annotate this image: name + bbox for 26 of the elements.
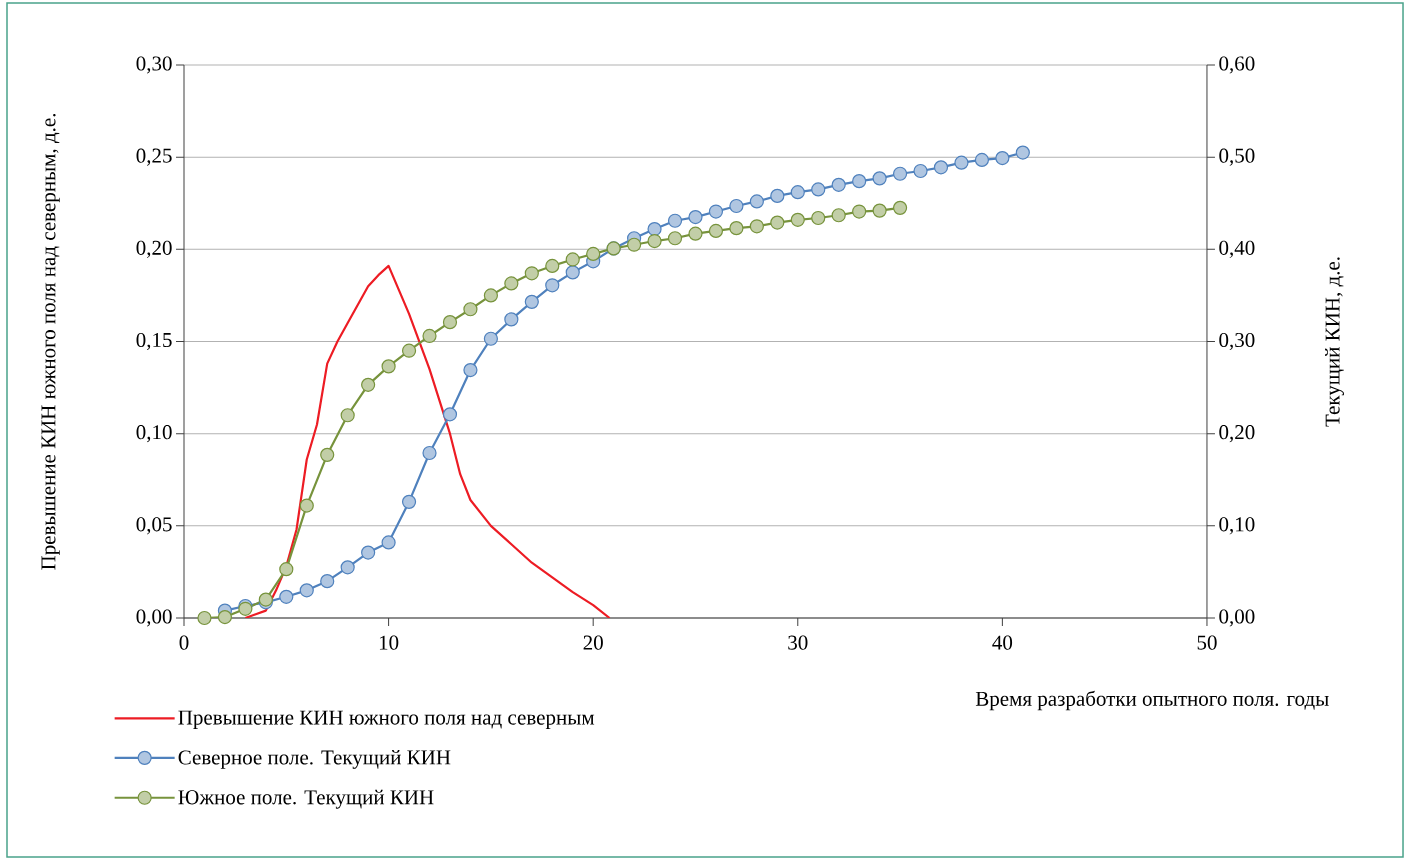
- y-axis-title: Превышение КИН южного поля над северным, д.е.: [41, 113, 60, 570]
- x-tick-label: 40: [992, 635, 1013, 650]
- y2-tick-label: 0,10: [1219, 517, 1255, 535]
- y2-axis-title: Текущий КИН, д.е.: [1325, 257, 1344, 427]
- y2-tick-label: 0,40: [1219, 240, 1255, 258]
- x-tick-label: 30: [788, 635, 808, 650]
- y2-tick-label: 0,20: [1219, 425, 1255, 443]
- y-tick-label: 0,30: [136, 56, 172, 74]
- x-tick-label: 20: [583, 635, 603, 650]
- legend-label: Северное поле. Текущий КИН: [178, 749, 451, 769]
- y2-tick-label: 0,30: [1219, 332, 1255, 351]
- x-tick-label: 50: [1197, 635, 1217, 650]
- y-tick-label: 0,10: [136, 425, 172, 443]
- y-tick-label: 0,20: [136, 240, 172, 258]
- y-tick-label: 0,05: [136, 517, 172, 535]
- y-tick-label: 0,25: [136, 148, 172, 166]
- y2-tick-label: 0,50: [1219, 148, 1255, 166]
- y2-tick-label: 0,60: [1219, 56, 1255, 74]
- x-tick-label: 10: [379, 635, 399, 650]
- x-tick-label: 0: [179, 635, 189, 650]
- legend-label: Превышение КИН южного поля над северным: [178, 710, 595, 729]
- x-axis-title: Время разработки опытного поля. годы: [975, 690, 1329, 711]
- y2-tick-label: 0,00: [1219, 609, 1255, 627]
- y-tick-label: 0,00: [136, 609, 172, 627]
- legend-label: Южное поле. Текущий КИН: [178, 789, 434, 809]
- y-tick-label: 0,15: [136, 332, 172, 351]
